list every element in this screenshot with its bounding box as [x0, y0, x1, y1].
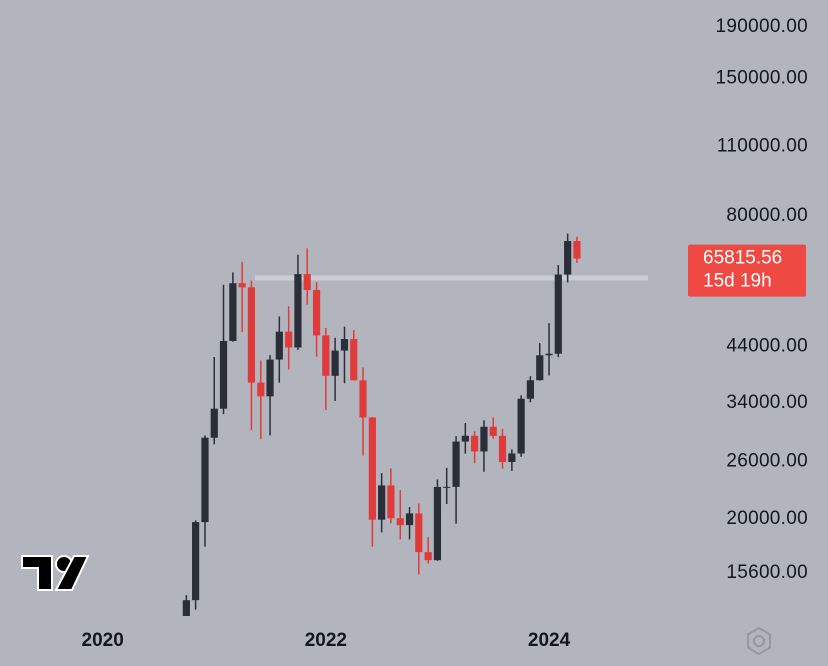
- y-tick-label: 150000.00: [715, 68, 808, 89]
- candle-body: [266, 359, 274, 397]
- candle-body: [257, 382, 265, 397]
- y-tick-label: 80000.00: [726, 205, 808, 226]
- y-tick-label: 34000.00: [726, 392, 808, 413]
- logo: [21, 555, 90, 591]
- candle-body: [303, 274, 311, 291]
- candle-body: [415, 513, 423, 553]
- candle-body: [322, 335, 330, 376]
- x-tick-label: 2024: [528, 630, 571, 651]
- candle-body: [340, 339, 349, 351]
- candle-body: [489, 426, 497, 436]
- y-tick-label: 44000.00: [726, 336, 808, 357]
- candle-body: [192, 522, 200, 601]
- candle-body: [517, 398, 525, 454]
- candle-body: [294, 274, 302, 348]
- last-price: 65815.56: [703, 248, 782, 269]
- x-tick-label: 2022: [305, 630, 347, 651]
- candle-body: [350, 339, 358, 381]
- candle-body: [470, 435, 479, 452]
- candle-body: [424, 552, 432, 561]
- axes: 15600.00 20000.00 26000.00 34000.00 44000.00…: [82, 16, 808, 651]
- candle-body: [564, 241, 572, 275]
- candle-body: [554, 274, 562, 354]
- candle-body: [359, 380, 367, 418]
- candle-body: [219, 340, 228, 409]
- candle-body: [498, 435, 507, 462]
- candle-body: [285, 331, 293, 348]
- y-tick-label: 110000.00: [717, 135, 808, 156]
- candle-body: [201, 437, 209, 523]
- candle-body: [526, 380, 534, 399]
- candle-body: [433, 486, 442, 561]
- candle-body: [461, 435, 469, 442]
- candle-body: [443, 486, 451, 488]
- candle-body: [229, 283, 237, 341]
- settings-icon[interactable]: [747, 626, 771, 656]
- y-tick-label: 26000.00: [726, 451, 808, 472]
- candle-body: [247, 287, 256, 383]
- candle-body: [405, 513, 414, 526]
- price-label-box: [688, 244, 806, 297]
- candle-body: [368, 417, 376, 520]
- candle-body: [536, 355, 544, 381]
- candle-body: [396, 518, 404, 526]
- candle-body: [275, 331, 283, 360]
- candle-body: [480, 426, 488, 452]
- plot-area: [182, 233, 648, 616]
- candle-body: [331, 350, 339, 376]
- candle-body: [452, 441, 460, 487]
- candle-body: [573, 241, 581, 259]
- candle-body: [182, 600, 190, 616]
- candle-body: [508, 453, 516, 462]
- y-tick-label: 20000.00: [726, 508, 808, 529]
- candle-body: [312, 290, 321, 336]
- y-tick-label: 15600.00: [726, 562, 808, 583]
- x-tick-label: 2020: [82, 630, 124, 651]
- candle-body: [387, 485, 395, 519]
- y-tick-label: 190000.00: [715, 16, 808, 37]
- candle-body: [545, 353, 553, 356]
- candle-body: [378, 485, 386, 520]
- candle-body: [210, 408, 218, 438]
- candle-body: [238, 283, 246, 288]
- countdown: 15d 19h: [703, 271, 772, 292]
